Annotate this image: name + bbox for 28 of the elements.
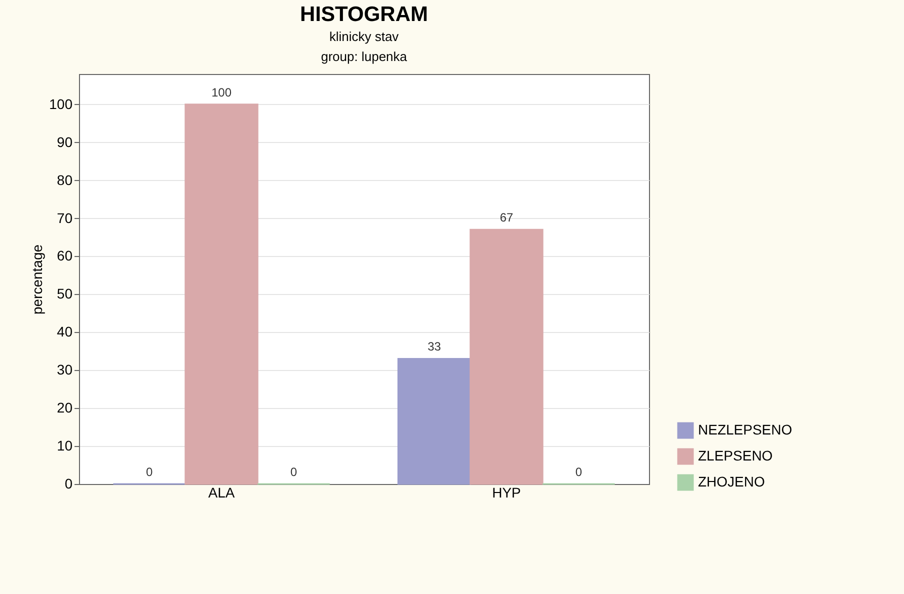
legend-label: ZLEPSENO bbox=[698, 448, 773, 464]
y-tick-label: 70 bbox=[56, 210, 73, 226]
legend-label: NEZLEPSENO bbox=[698, 422, 792, 438]
x-tick-label: ALA bbox=[208, 484, 236, 500]
y-tick-label: 80 bbox=[56, 172, 73, 188]
y-tick-label: 50 bbox=[56, 286, 73, 302]
legend-label: ZHOJENO bbox=[698, 474, 765, 490]
data-label: 67 bbox=[500, 210, 514, 225]
bar bbox=[470, 228, 544, 485]
data-label: 100 bbox=[211, 85, 232, 100]
bar bbox=[184, 104, 258, 485]
data-label: 0 bbox=[290, 465, 298, 479]
data-label: 33 bbox=[428, 340, 442, 354]
bar bbox=[397, 358, 472, 485]
y-tick-label: 10 bbox=[56, 438, 73, 454]
y-tick-label: 30 bbox=[56, 362, 73, 378]
y-tick-label: 0 bbox=[64, 476, 73, 492]
x-tick-label: HYP bbox=[492, 484, 521, 500]
y-tick-label: 100 bbox=[49, 96, 73, 112]
chart-title: HISTOGRAM bbox=[300, 3, 428, 26]
y-axis-title: percentage bbox=[29, 244, 46, 315]
y-tick-label: 40 bbox=[56, 324, 73, 340]
y-tick-label: 60 bbox=[56, 248, 73, 264]
data-label: 0 bbox=[575, 465, 582, 479]
chart-subtitle: klinicky stav group: lupenka bbox=[320, 29, 408, 64]
y-tick-label: 20 bbox=[56, 400, 73, 416]
data-label: 0 bbox=[146, 465, 153, 479]
y-tick-label: 90 bbox=[56, 134, 73, 150]
